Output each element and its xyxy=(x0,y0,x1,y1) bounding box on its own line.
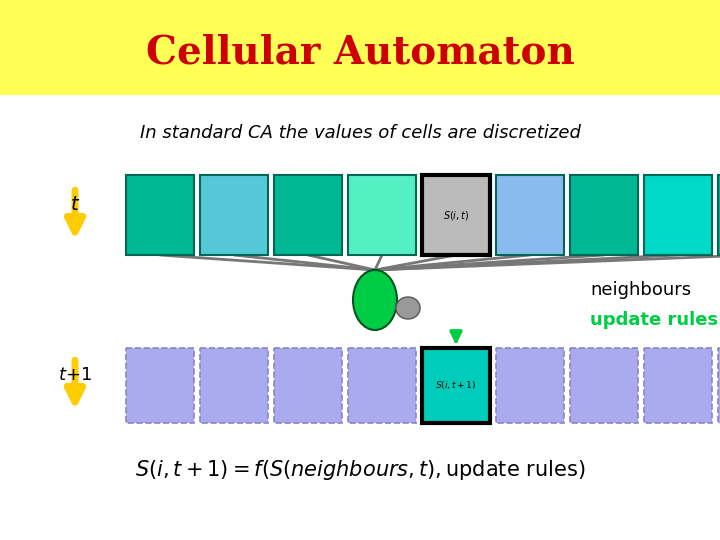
Bar xyxy=(718,175,720,255)
Bar xyxy=(496,348,564,422)
Ellipse shape xyxy=(353,270,397,330)
Text: update rules: update rules xyxy=(590,311,718,329)
Bar xyxy=(570,348,638,422)
Bar xyxy=(718,348,720,422)
Bar xyxy=(496,175,564,255)
Text: $S(i,t+1)= f(S(\mathit{neighbours},t), \mathrm{update\ rules})$: $S(i,t+1)= f(S(\mathit{neighbours},t), \… xyxy=(135,458,585,482)
Bar xyxy=(0,0,720,95)
Bar xyxy=(200,348,268,422)
Bar xyxy=(644,175,712,255)
Bar xyxy=(200,175,268,255)
Bar xyxy=(422,348,490,422)
Bar xyxy=(274,175,342,255)
Text: Cellular Automaton: Cellular Automaton xyxy=(145,33,575,71)
Bar xyxy=(274,348,342,422)
Ellipse shape xyxy=(396,297,420,319)
Text: neighbours: neighbours xyxy=(590,281,691,299)
Bar xyxy=(126,348,194,422)
Bar xyxy=(126,175,194,255)
Text: $t$: $t$ xyxy=(70,195,80,214)
Bar xyxy=(348,175,416,255)
Text: $S(i,t+1)$: $S(i,t+1)$ xyxy=(436,379,477,391)
Bar xyxy=(348,348,416,422)
Bar xyxy=(570,175,638,255)
Text: $t{+}1$: $t{+}1$ xyxy=(58,366,92,384)
Text: $S(i,t)$: $S(i,t)$ xyxy=(443,208,469,221)
Bar xyxy=(422,175,490,255)
Text: In standard CA the values of cells are discretized: In standard CA the values of cells are d… xyxy=(140,124,580,142)
Bar xyxy=(644,348,712,422)
